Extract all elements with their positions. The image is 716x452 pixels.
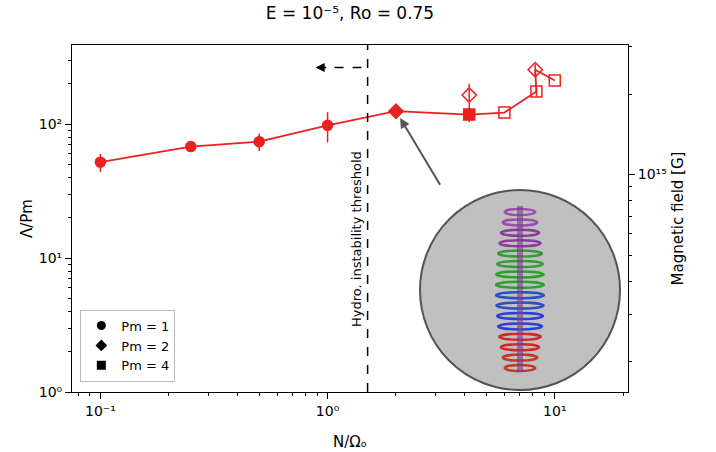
svg-text:Magnetic field [G]: Magnetic field [G]: [669, 152, 687, 286]
svg-text:Λ/Pm: Λ/Pm: [18, 199, 36, 238]
svg-text:10⁰: 10⁰: [316, 403, 340, 419]
svg-text:Hydro. instability threshold: Hydro. instability threshold: [349, 151, 364, 327]
svg-text:Pm = 2: Pm = 2: [121, 339, 169, 354]
svg-text:10²: 10²: [39, 116, 62, 132]
svg-text:Pm = 4: Pm = 4: [121, 358, 169, 373]
svg-text:10⁰: 10⁰: [39, 384, 63, 400]
svg-text:10¹⁵: 10¹⁵: [638, 166, 667, 182]
svg-text:10¹: 10¹: [39, 250, 62, 266]
svg-text:Pm = 1: Pm = 1: [121, 319, 169, 334]
svg-text:E = 10⁻⁵, Ro = 0.75: E = 10⁻⁵, Ro = 0.75: [266, 3, 434, 23]
svg-text:N/Ωₒ: N/Ωₒ: [333, 433, 367, 451]
svg-text:10¹: 10¹: [543, 403, 566, 419]
svg-text:10⁻¹: 10⁻¹: [85, 403, 116, 419]
